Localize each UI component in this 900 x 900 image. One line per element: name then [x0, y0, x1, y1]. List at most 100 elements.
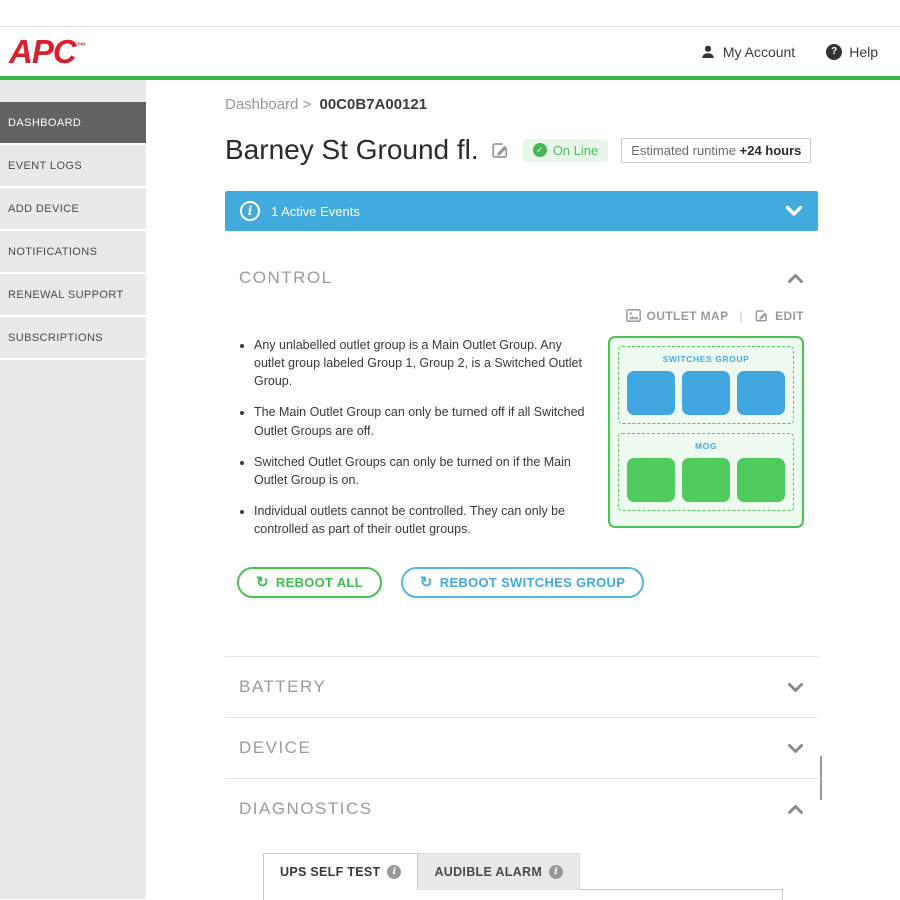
active-events-banner[interactable]: i 1 Active Events: [225, 191, 818, 231]
main-content: Dashboard > 00C0B7A00121 Barney St Groun…: [225, 96, 818, 900]
pencil-icon: [492, 143, 507, 158]
sections-panel: CONTROL: [225, 248, 818, 900]
breadcrumb-parent[interactable]: Dashboard: [225, 96, 299, 113]
sidebar-item-add-device[interactable]: ADD DEVICE: [0, 188, 146, 231]
switches-group-label: SWITCHES GROUP: [662, 354, 750, 364]
chevron-down-icon: [785, 205, 803, 217]
outlet-map-diagram: SWITCHES GROUP MOG: [608, 336, 804, 528]
rule-item: Any unlabelled outlet group is a Main Ou…: [254, 336, 595, 390]
image-icon: [625, 309, 641, 322]
outlet-switch-1: [627, 371, 675, 415]
switches-group-outlets: [625, 371, 787, 415]
reboot-switches-group-button[interactable]: ↻ REBOOT SWITCHES GROUP: [400, 567, 645, 599]
sidebar-item-renewal-support[interactable]: RENEWAL SUPPORT: [0, 274, 146, 317]
battery-section: BATTERY: [225, 656, 818, 717]
ups-self-test-label: UPS SELF TEST: [280, 865, 381, 880]
runtime-label: Estimated runtime: [631, 142, 736, 158]
action-divider: |: [739, 308, 744, 323]
check-circle-icon: ✓: [532, 143, 547, 157]
outlet-mog-1: [627, 458, 675, 502]
outlet-mog-2: [682, 458, 730, 502]
my-account-label: My Account: [722, 43, 796, 60]
outlet-switch-3: [737, 371, 785, 415]
control-columns: Any unlabelled outlet group is a Main Ou…: [237, 336, 804, 551]
outlet-mog-3: [737, 458, 785, 502]
header-links: My Account ? Help: [700, 43, 878, 60]
sidebar-item-subscriptions[interactable]: SUBSCRIPTIONS: [0, 317, 146, 360]
battery-section-header[interactable]: BATTERY: [225, 657, 818, 717]
outlet-group-rules: Any unlabelled outlet group is a Main Ou…: [237, 336, 595, 551]
brand-accent-bar: [0, 76, 900, 80]
diagnostics-section-header[interactable]: DIAGNOSTICS: [225, 779, 818, 839]
chevron-down-icon: [787, 743, 804, 754]
my-account-link[interactable]: My Account: [700, 44, 795, 60]
diagnostics-title: DIAGNOSTICS: [239, 799, 373, 819]
reboot-buttons: ↻ REBOOT ALL ↻ REBOOT SWITCHES GROUP: [237, 567, 804, 599]
tab-ups-self-test[interactable]: UPS SELF TEST i: [263, 853, 419, 891]
device-section-header[interactable]: DEVICE: [225, 718, 818, 778]
sidebar-item-dashboard[interactable]: DASHBOARD: [0, 102, 146, 145]
info-icon: i: [240, 201, 260, 221]
device-section: DEVICE: [225, 717, 818, 778]
info-icon: i: [387, 865, 402, 880]
reboot-icon: ↻: [419, 574, 433, 592]
apc-logo-text: APC: [9, 33, 77, 70]
breadcrumb-current: 00C0B7A00121: [319, 96, 428, 113]
device-name: Barney St Ground fl.: [225, 134, 479, 165]
trademark-symbol: ™: [76, 41, 86, 51]
help-link[interactable]: ? Help: [826, 43, 878, 60]
chevron-up-icon: [787, 273, 804, 284]
tab-audible-alarm[interactable]: AUDIBLE ALARM i: [418, 853, 581, 891]
runtime-value: +24 hours: [739, 142, 802, 158]
reboot-all-button[interactable]: ↻ REBOOT ALL: [237, 567, 382, 599]
diagnostics-section: DIAGNOSTICS UPS SELF TEST: [225, 778, 818, 900]
diagnostics-body: UPS SELF TEST i AUDIBLE ALARM i: [225, 839, 818, 900]
app-header: APC™ My Account ? Help: [0, 27, 900, 76]
help-icon: ?: [826, 43, 843, 60]
device-title-row: Barney St Ground fl. ✓ On Line Estimated…: [225, 134, 818, 166]
control-section: CONTROL: [225, 248, 818, 656]
tab-content-panel: [263, 889, 783, 900]
active-events-label: 1 Active Events: [271, 203, 360, 219]
user-icon: [702, 45, 714, 58]
edit-icon: [755, 310, 767, 322]
sidebar-item-notifications[interactable]: NOTIFICATIONS: [0, 231, 146, 274]
rule-item: Individual outlets cannot be controlled.…: [254, 502, 595, 538]
scrollbar-thumb[interactable]: [820, 756, 822, 800]
chevron-up-icon: [787, 804, 804, 815]
switches-group-box: SWITCHES GROUP: [618, 346, 794, 424]
audible-alarm-label: AUDIBLE ALARM: [434, 865, 543, 880]
outlet-map-actions: OUTLET MAP | EDIT: [237, 308, 804, 323]
diagnostics-tabs: UPS SELF TEST i AUDIBLE ALARM i: [263, 853, 818, 891]
breadcrumb: Dashboard > 00C0B7A00121: [225, 96, 818, 113]
breadcrumb-separator: >: [302, 96, 312, 113]
edit-label: EDIT: [775, 308, 804, 323]
edit-device-name-button[interactable]: [490, 140, 510, 160]
sidebar-nav: DASHBOARD EVENT LOGS ADD DEVICE NOTIFICA…: [0, 80, 146, 899]
battery-title: BATTERY: [239, 677, 327, 697]
outlet-map-label: OUTLET MAP: [646, 308, 729, 323]
outlet-switch-2: [682, 371, 730, 415]
mog-group-box: MOG: [618, 433, 794, 511]
outlet-map-button[interactable]: OUTLET MAP: [625, 308, 729, 323]
control-body: OUTLET MAP | EDIT: [225, 308, 818, 656]
reboot-icon: ↻: [256, 574, 269, 592]
apc-logo: APC™: [9, 33, 86, 70]
status-label: On Line: [552, 142, 599, 158]
help-label: Help: [849, 43, 878, 60]
control-section-header[interactable]: CONTROL: [225, 248, 818, 308]
reboot-switches-label: REBOOT SWITCHES GROUP: [439, 575, 626, 591]
layout: DASHBOARD EVENT LOGS ADD DEVICE NOTIFICA…: [0, 80, 900, 900]
top-strip: [0, 0, 900, 27]
control-title: CONTROL: [239, 268, 333, 287]
main-area: Dashboard > 00C0B7A00121 Barney St Groun…: [146, 80, 900, 900]
estimated-runtime: Estimated runtime +24 hours: [621, 137, 812, 163]
mog-group-outlets: [625, 458, 787, 502]
reboot-all-label: REBOOT ALL: [275, 575, 363, 591]
sidebar-item-event-logs[interactable]: EVENT LOGS: [0, 145, 146, 188]
device-section-title: DEVICE: [239, 738, 312, 758]
rule-item: Switched Outlet Groups can only be turne…: [254, 453, 595, 489]
status-badge: ✓ On Line: [522, 138, 609, 162]
edit-outlet-map-button[interactable]: EDIT: [754, 308, 804, 323]
